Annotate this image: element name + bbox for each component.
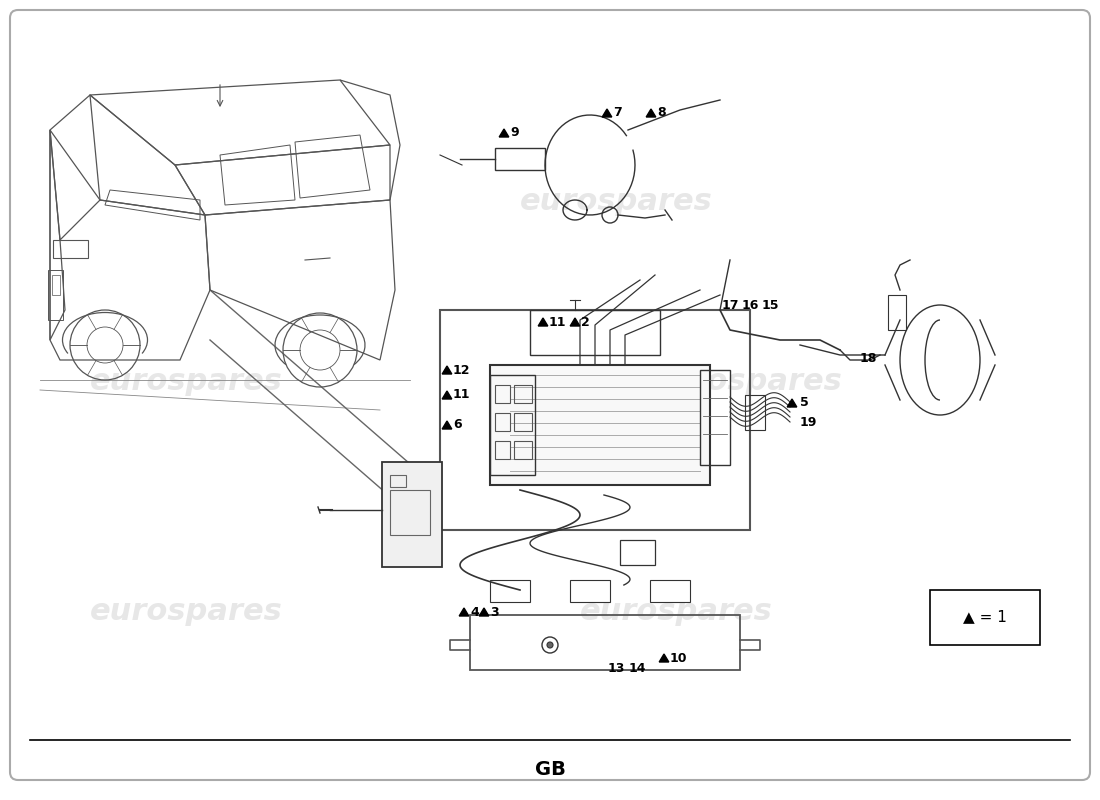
Bar: [490, 580, 530, 602]
Text: 15: 15: [761, 299, 779, 312]
Bar: [390, 475, 406, 487]
Bar: [650, 580, 690, 602]
Text: eurospares: eurospares: [90, 367, 283, 396]
Bar: [570, 580, 611, 602]
Polygon shape: [570, 318, 580, 326]
Bar: [514, 441, 532, 459]
Text: 5: 5: [800, 397, 808, 410]
Text: 9: 9: [510, 126, 518, 139]
Text: 17: 17: [722, 299, 739, 312]
Bar: [495, 413, 510, 431]
Text: 11: 11: [453, 389, 471, 402]
Polygon shape: [659, 654, 669, 662]
Polygon shape: [459, 608, 469, 616]
Bar: [495, 385, 510, 403]
Bar: [514, 385, 532, 403]
Text: 14: 14: [628, 662, 646, 675]
Text: 12: 12: [453, 363, 471, 377]
Polygon shape: [788, 399, 796, 407]
Bar: [470, 615, 740, 670]
Text: 2: 2: [581, 315, 590, 329]
Text: 18: 18: [860, 351, 878, 365]
Bar: [53, 240, 88, 258]
Bar: [390, 490, 430, 535]
Polygon shape: [480, 608, 488, 616]
Text: eurospares: eurospares: [650, 367, 843, 396]
Bar: [52, 275, 60, 295]
Text: 6: 6: [453, 418, 462, 431]
Text: 13: 13: [607, 662, 625, 675]
Polygon shape: [499, 129, 509, 137]
Bar: [514, 413, 532, 431]
Polygon shape: [442, 366, 452, 374]
Bar: [495, 441, 510, 459]
Text: 8: 8: [657, 106, 665, 119]
Text: 11: 11: [549, 315, 566, 329]
Circle shape: [547, 642, 553, 648]
Bar: [620, 540, 654, 565]
Text: eurospares: eurospares: [90, 597, 283, 626]
Bar: [745, 395, 764, 430]
FancyBboxPatch shape: [10, 10, 1090, 780]
Text: GB: GB: [535, 760, 565, 779]
Text: 10: 10: [670, 651, 688, 665]
Bar: [382, 462, 442, 567]
Polygon shape: [442, 421, 452, 429]
Bar: [930, 590, 1040, 645]
Polygon shape: [538, 318, 548, 326]
Text: 3: 3: [490, 606, 498, 618]
Bar: [700, 370, 730, 465]
Bar: [490, 365, 710, 485]
Bar: [440, 310, 750, 530]
Text: eurospares: eurospares: [580, 597, 772, 626]
Text: 16: 16: [741, 299, 759, 312]
Bar: [490, 375, 535, 475]
Bar: [530, 310, 660, 355]
Text: 19: 19: [800, 417, 817, 430]
Polygon shape: [442, 391, 452, 399]
Polygon shape: [602, 109, 612, 117]
Text: 7: 7: [613, 106, 621, 119]
Bar: [48, 270, 63, 320]
Polygon shape: [646, 109, 656, 117]
Text: ▲ = 1: ▲ = 1: [964, 610, 1007, 625]
Text: eurospares: eurospares: [520, 187, 713, 216]
Text: 4: 4: [470, 606, 478, 618]
Bar: [888, 295, 906, 330]
Bar: [495, 148, 544, 170]
